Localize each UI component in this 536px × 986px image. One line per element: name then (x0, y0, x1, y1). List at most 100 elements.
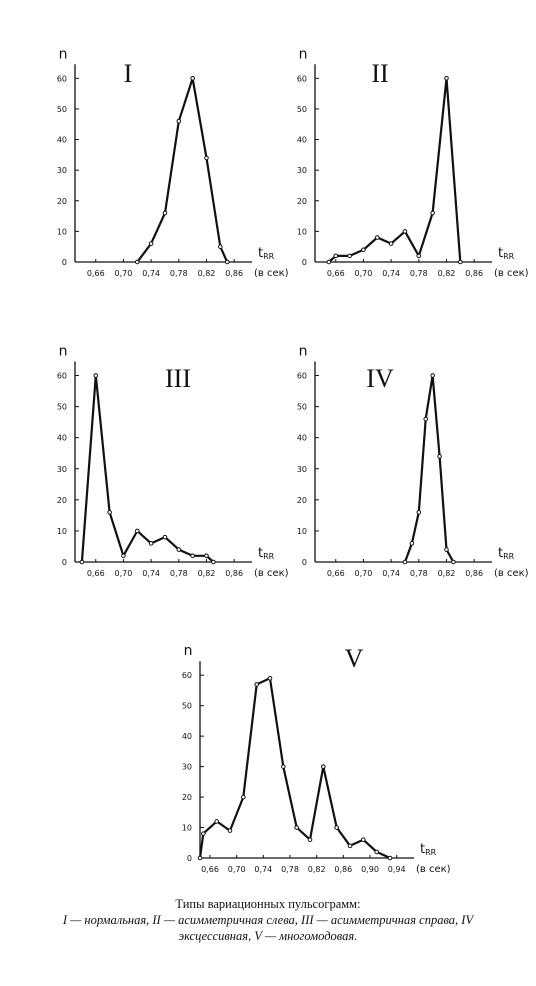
x-tick-label: 0,70 (228, 865, 246, 874)
data-point (121, 553, 126, 559)
data-point (416, 253, 422, 259)
y-tick-label: 30 (297, 465, 307, 474)
chart-title: I (124, 59, 133, 88)
y-tick-label: 60 (57, 74, 67, 83)
y-tick-label: 10 (57, 527, 67, 536)
y-tick-label: 0 (62, 558, 67, 567)
data-point (107, 509, 112, 515)
data-point (458, 259, 463, 265)
y-tick-label: 10 (182, 824, 192, 833)
data-point (134, 528, 140, 534)
x-axis-label-main: t (258, 546, 263, 561)
x-axis-label: tRR (258, 546, 275, 561)
y-tick-label: 20 (57, 496, 67, 505)
x-tick-label: 0,70 (115, 269, 133, 278)
caption-title: Типы вариационных пульсограмм: (175, 897, 360, 911)
x-axis-label: tRR (498, 546, 515, 561)
chart-title: III (165, 364, 191, 393)
x-axis-label: tRR (498, 246, 515, 261)
y-axis-label: n (59, 344, 68, 360)
x-tick-label: 0,86 (225, 569, 243, 578)
data-point (176, 118, 182, 124)
data-point (326, 259, 332, 265)
chart-title: IV (366, 364, 394, 393)
y-tick-label: 50 (297, 403, 307, 412)
y-tick-label: 50 (182, 702, 192, 711)
x-axis-label: tRR (258, 246, 275, 261)
x-axis-unit: (в сек) (416, 864, 451, 875)
y-tick-label: 0 (302, 558, 307, 567)
data-point (241, 794, 246, 800)
x-tick-label: 0,74 (142, 269, 160, 278)
data-point (148, 241, 154, 246)
x-tick-label: 0,74 (254, 865, 272, 874)
data-point (409, 541, 415, 546)
x-axis-label-sub: RR (263, 252, 275, 261)
x-axis-label-sub: RR (425, 848, 437, 857)
y-tick-label: 0 (302, 258, 307, 267)
y-tick-label: 40 (57, 136, 67, 145)
x-tick-label: 0,82 (198, 569, 216, 578)
x-tick-label: 0,82 (308, 865, 326, 874)
data-point (416, 509, 422, 515)
x-tick-label: 0,66 (87, 569, 105, 578)
data-point (162, 534, 168, 540)
data-point (423, 416, 429, 422)
y-tick-label: 20 (297, 197, 307, 206)
x-tick-label: 0,66 (87, 269, 105, 278)
x-tick-label: 0,74 (382, 269, 400, 278)
x-tick-label: 0,86 (334, 865, 352, 874)
y-tick-label: 60 (182, 671, 192, 680)
data-point (281, 764, 286, 769)
data-point (190, 553, 195, 559)
x-tick-label: 0,66 (327, 569, 345, 578)
y-tick-label: 0 (62, 258, 67, 267)
y-tick-label: 50 (297, 105, 307, 114)
x-axis-label-main: t (498, 246, 503, 261)
data-point (162, 210, 168, 216)
x-tick-label: 0,82 (438, 269, 456, 278)
x-axis-label-sub: RR (503, 552, 515, 561)
data-point (254, 682, 259, 687)
data-point (374, 849, 379, 855)
x-tick-label: 0,70 (355, 569, 373, 578)
data-point (227, 828, 233, 833)
data-point (430, 373, 435, 378)
x-tick-label: 0,78 (281, 865, 299, 874)
data-point (387, 855, 393, 861)
x-axis-label-main: t (258, 246, 263, 261)
data-point (134, 259, 140, 265)
data-line (328, 77, 462, 263)
x-tick-label: 0,70 (115, 569, 133, 578)
y-tick-label: 30 (57, 465, 67, 474)
data-point (218, 244, 223, 249)
y-tick-label: 60 (57, 372, 67, 381)
data-point (347, 253, 352, 259)
x-tick-label: 0,70 (355, 269, 373, 278)
caption-line: эксцессивная, V — многомодовая. (179, 929, 358, 943)
x-tick-label: 0,82 (198, 269, 216, 278)
data-point (93, 373, 99, 378)
x-axis-label-sub: RR (503, 252, 515, 261)
y-tick-label: 20 (57, 197, 67, 206)
x-tick-label: 0,74 (142, 569, 160, 578)
data-point (224, 259, 230, 265)
y-tick-label: 0 (187, 854, 192, 863)
x-tick-label: 0,78 (170, 569, 188, 578)
data-line (403, 374, 455, 563)
data-point (204, 553, 209, 559)
y-tick-label: 60 (297, 372, 307, 381)
y-tick-label: 20 (182, 793, 192, 802)
data-point (347, 843, 353, 849)
x-axis-unit: (в сек) (494, 568, 529, 579)
y-axis-label: n (184, 643, 193, 659)
x-tick-label: 0,94 (388, 865, 406, 874)
y-tick-label: 40 (182, 732, 192, 741)
x-tick-label: 0,78 (170, 269, 188, 278)
x-tick-label: 0,66 (201, 865, 219, 874)
data-point (79, 559, 85, 565)
y-tick-label: 40 (57, 434, 67, 443)
data-point (197, 855, 203, 861)
data-point (361, 837, 366, 843)
